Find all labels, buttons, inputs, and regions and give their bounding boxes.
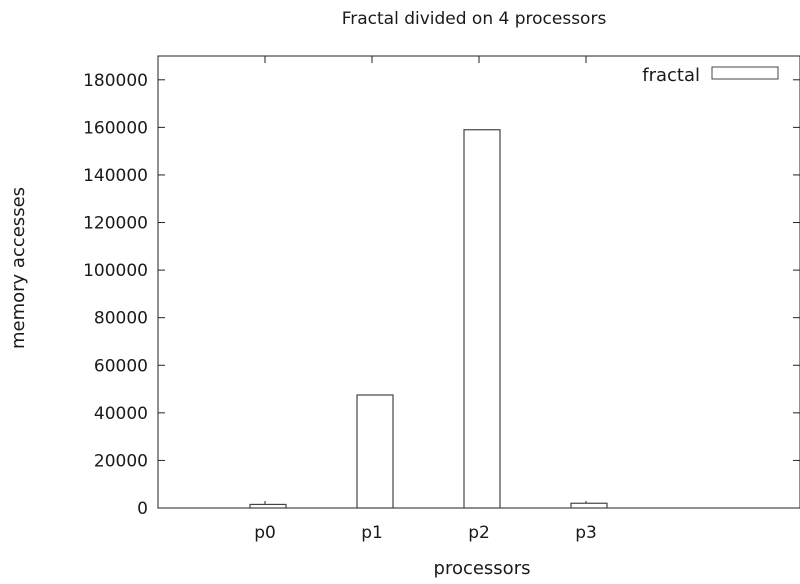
y-tick-label: 60000 [94,356,148,376]
y-tick-label: 20000 [94,451,148,471]
y-axis-label: memory accesses [8,187,29,349]
x-tick-label: p1 [361,523,383,543]
x-tick-label: p2 [468,523,490,543]
y-tick-label: 40000 [94,404,148,424]
x-tick-label: p0 [254,523,276,543]
legend-swatch [711,66,779,80]
y-tick-label: 160000 [83,118,148,138]
bar-p0 [249,503,287,509]
bar-p2 [463,129,501,509]
bar-series [249,129,608,509]
y-tick-label: 140000 [83,166,148,186]
y-tick-label: 100000 [83,261,148,281]
x-tick-label: p3 [575,523,597,543]
y-tick-label: 180000 [83,71,148,91]
legend: fractal [642,65,779,86]
y-tick-label: 0 [137,499,148,519]
legend-label: fractal [642,65,700,86]
bar-p1 [356,394,394,509]
y-axis-ticks: 0 20000 40000 60000 80000 100000 120000 140000 1… [83,71,800,519]
x-axis-ticks: p0 p1 p2 p3 [254,56,597,543]
chart-title: Fractal divided on 4 processors [342,9,607,29]
y-tick-label: 80000 [94,309,148,329]
bar-p3 [570,502,608,509]
y-tick-label: 120000 [83,214,148,234]
x-axis-label: processors [434,558,531,579]
